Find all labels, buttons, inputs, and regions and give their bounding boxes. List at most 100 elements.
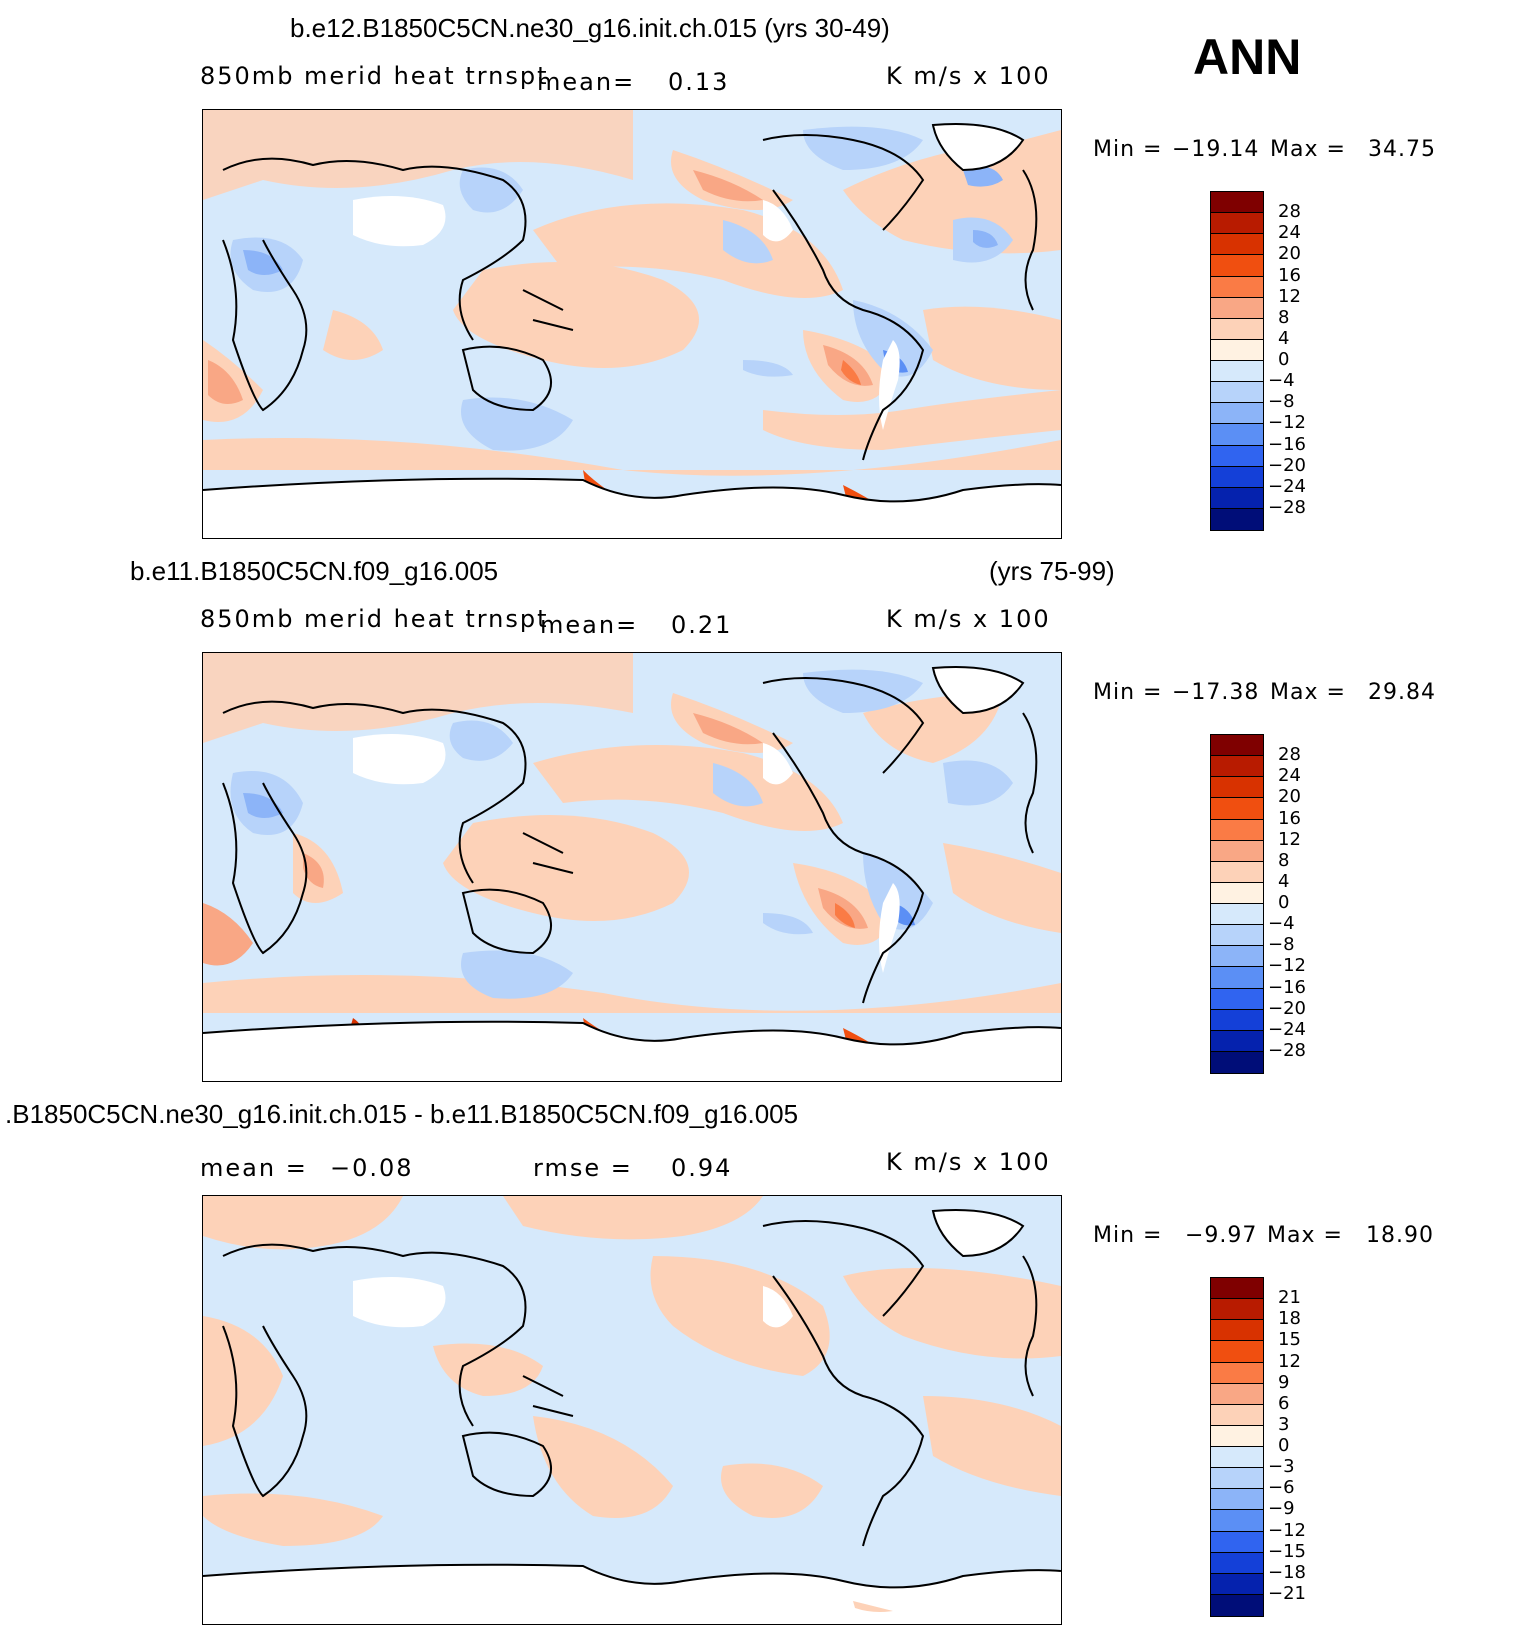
colorbar-swatch <box>1211 403 1263 425</box>
panel3-min-label: Min = <box>1093 1223 1163 1248</box>
colorbar-level-label: 0 <box>1278 892 1290 913</box>
colorbar-swatch <box>1211 1299 1263 1321</box>
colorbar-swatch <box>1211 925 1263 947</box>
panel3-rmse-label: rmse = <box>533 1154 633 1182</box>
colorbar-swatch <box>1211 735 1263 757</box>
colorbar-swatch <box>1211 213 1263 235</box>
panel1-mean-label: mean= <box>537 68 636 96</box>
season-label: ANN <box>1193 29 1302 85</box>
panel3-units: K m/s x 100 <box>886 1148 1051 1176</box>
colorbar-level-label: 4 <box>1278 327 1290 349</box>
colorbar-level-label: −28 <box>1268 1039 1306 1061</box>
colorbar-level-label: 28 <box>1278 201 1301 223</box>
colorbar-swatch <box>1211 424 1263 446</box>
colorbar-level-label: −15 <box>1268 1540 1306 1562</box>
colorbar-level-label: −8 <box>1268 934 1295 956</box>
colorbar-swatch <box>1211 756 1263 778</box>
colorbar-level-label: 12 <box>1278 285 1301 307</box>
colorbar-level-label: 9 <box>1278 1371 1290 1393</box>
colorbar-swatch <box>1211 1383 1263 1405</box>
colorbar-swatch <box>1211 777 1263 799</box>
panel2-contour-field <box>203 653 1061 1081</box>
colorbar-swatch <box>1211 487 1263 509</box>
panel2-min-value: −17.38 <box>1172 680 1260 705</box>
colorbar-swatch <box>1211 382 1263 404</box>
panel3-max-value: 18.90 <box>1366 1223 1434 1248</box>
panel3-max-label: Max = <box>1267 1223 1343 1248</box>
panel1-colorbar <box>1210 191 1264 531</box>
panel3-colorbar <box>1210 1277 1264 1617</box>
colorbar-level-label: −8 <box>1268 391 1295 413</box>
panel1-max-label: Max = <box>1270 137 1346 162</box>
colorbar-level-label: −4 <box>1268 370 1295 392</box>
colorbar-swatch <box>1211 276 1263 298</box>
colorbar-swatch <box>1211 508 1263 530</box>
colorbar-level-label: −24 <box>1268 1018 1306 1040</box>
colorbar-level-label: 18 <box>1278 1308 1301 1330</box>
panel2-min-label: Min = <box>1093 680 1163 705</box>
panel3-mean-label: mean = <box>200 1154 308 1182</box>
panel3-mean-value: −0.08 <box>330 1154 414 1182</box>
panel3-min-value: −9.97 <box>1185 1223 1258 1248</box>
colorbar-level-label: −18 <box>1268 1561 1306 1583</box>
colorbar-level-label: 6 <box>1278 1392 1290 1414</box>
colorbar-swatch <box>1211 466 1263 488</box>
colorbar-swatch <box>1211 798 1263 820</box>
colorbar-level-label: −21 <box>1268 1582 1306 1604</box>
colorbar-swatch <box>1211 1425 1263 1447</box>
colorbar-level-label: −16 <box>1268 976 1306 998</box>
colorbar-level-label: −12 <box>1268 1519 1306 1541</box>
colorbar-level-label: 16 <box>1278 264 1301 286</box>
colorbar-swatch <box>1211 297 1263 319</box>
colorbar-level-label: 20 <box>1278 243 1301 265</box>
panel3-title: .B1850C5CN.ne30_g16.init.ch.015 - b.e11.… <box>5 1099 799 1129</box>
panel1-min-value: −19.14 <box>1172 137 1260 162</box>
colorbar-level-label: 4 <box>1278 870 1290 892</box>
panel2-field-label: 850mb merid heat trnspt <box>200 605 549 633</box>
colorbar-swatch <box>1211 1320 1263 1342</box>
colorbar-level-label: 0 <box>1278 349 1290 370</box>
panel2-units: K m/s x 100 <box>886 605 1051 633</box>
panel2-mean-value: 0.21 <box>671 611 733 639</box>
colorbar-level-label: 24 <box>1278 765 1301 787</box>
colorbar-swatch <box>1211 819 1263 841</box>
colorbar-swatch <box>1211 904 1263 926</box>
colorbar-swatch <box>1211 339 1263 361</box>
colorbar-level-label: −24 <box>1268 475 1306 497</box>
panel2-title: b.e11.B1850C5CN.f09_g16.005 <box>130 556 499 586</box>
colorbar-swatch <box>1211 1341 1263 1363</box>
colorbar-swatch <box>1211 1468 1263 1490</box>
panel2-map <box>202 652 1062 1082</box>
colorbar-level-label: 20 <box>1278 786 1301 808</box>
panel1-mean-value: 0.13 <box>668 68 730 96</box>
panel3-rmse-value: 0.94 <box>671 1154 733 1182</box>
panel2-mean-label: mean= <box>540 611 639 639</box>
colorbar-level-label: −9 <box>1268 1498 1295 1520</box>
panel2-colorbar <box>1210 734 1264 1074</box>
colorbar-level-label: −3 <box>1268 1456 1295 1478</box>
colorbar-level-label: 21 <box>1278 1287 1301 1309</box>
panel3-contour-field <box>203 1196 1061 1624</box>
colorbar-swatch <box>1211 361 1263 383</box>
colorbar-swatch <box>1211 1278 1263 1300</box>
colorbar-swatch <box>1211 861 1263 883</box>
colorbar-level-label: 15 <box>1278 1329 1301 1351</box>
colorbar-swatch <box>1211 882 1263 904</box>
colorbar-level-label: 12 <box>1278 1350 1301 1372</box>
panel2-title-years: (yrs 75-99) <box>989 556 1115 586</box>
colorbar-swatch <box>1211 988 1263 1010</box>
colorbar-level-label: 12 <box>1278 828 1301 850</box>
panel1-map <box>202 109 1062 539</box>
colorbar-swatch <box>1211 1362 1263 1384</box>
colorbar-level-label: 0 <box>1278 1435 1290 1456</box>
colorbar-swatch <box>1211 192 1263 214</box>
panel1-units: K m/s x 100 <box>886 62 1051 90</box>
colorbar-level-label: −20 <box>1268 454 1306 476</box>
colorbar-level-label: 8 <box>1278 306 1290 328</box>
colorbar-swatch <box>1211 445 1263 467</box>
colorbar-swatch <box>1211 1531 1263 1553</box>
colorbar-level-label: −4 <box>1268 913 1295 935</box>
panel1-title: b.e12.B1850C5CN.ne30_g16.init.ch.015 (yr… <box>290 13 890 43</box>
panel2-max-label: Max = <box>1270 680 1346 705</box>
colorbar-swatch <box>1211 1404 1263 1426</box>
